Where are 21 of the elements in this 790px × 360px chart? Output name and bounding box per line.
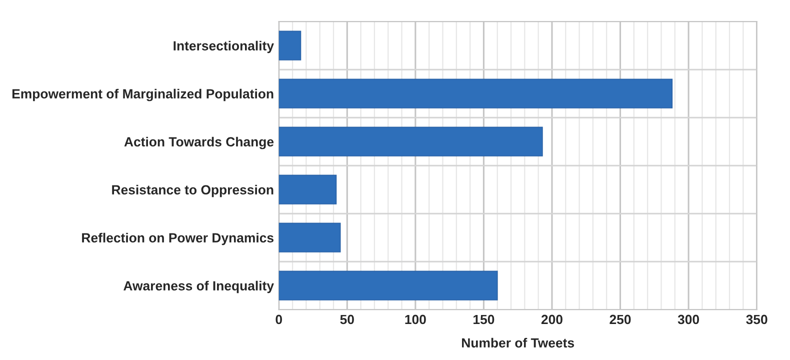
y-tick-label: Action Towards Change xyxy=(124,136,274,150)
x-tick-label: 350 xyxy=(746,314,768,324)
x-tick-label: 200 xyxy=(541,314,562,324)
x-axis-title: Number of Tweets xyxy=(462,338,574,348)
bar xyxy=(278,174,337,204)
bar xyxy=(278,270,498,300)
y-tick-label: Resistance to Oppression xyxy=(112,184,274,198)
y-tick-label: Intersectionality xyxy=(174,40,274,54)
y-tick-label: Empowerment of Marginalized Population xyxy=(12,88,274,102)
y-tick-label: Reflection on Power Dynamics xyxy=(82,232,274,246)
x-tick-label: 250 xyxy=(610,314,631,324)
bar xyxy=(278,126,543,156)
bar xyxy=(278,222,341,252)
bar xyxy=(278,78,673,108)
bar xyxy=(278,30,302,60)
x-tick-label: 100 xyxy=(405,314,426,324)
y-tick-label: Awareness of Inequality xyxy=(124,280,274,294)
x-tick-label: 300 xyxy=(678,314,700,324)
x-tick-label: 0 xyxy=(276,314,282,324)
x-tick-label: 150 xyxy=(474,314,494,324)
x-tick-label: 50 xyxy=(340,314,354,324)
